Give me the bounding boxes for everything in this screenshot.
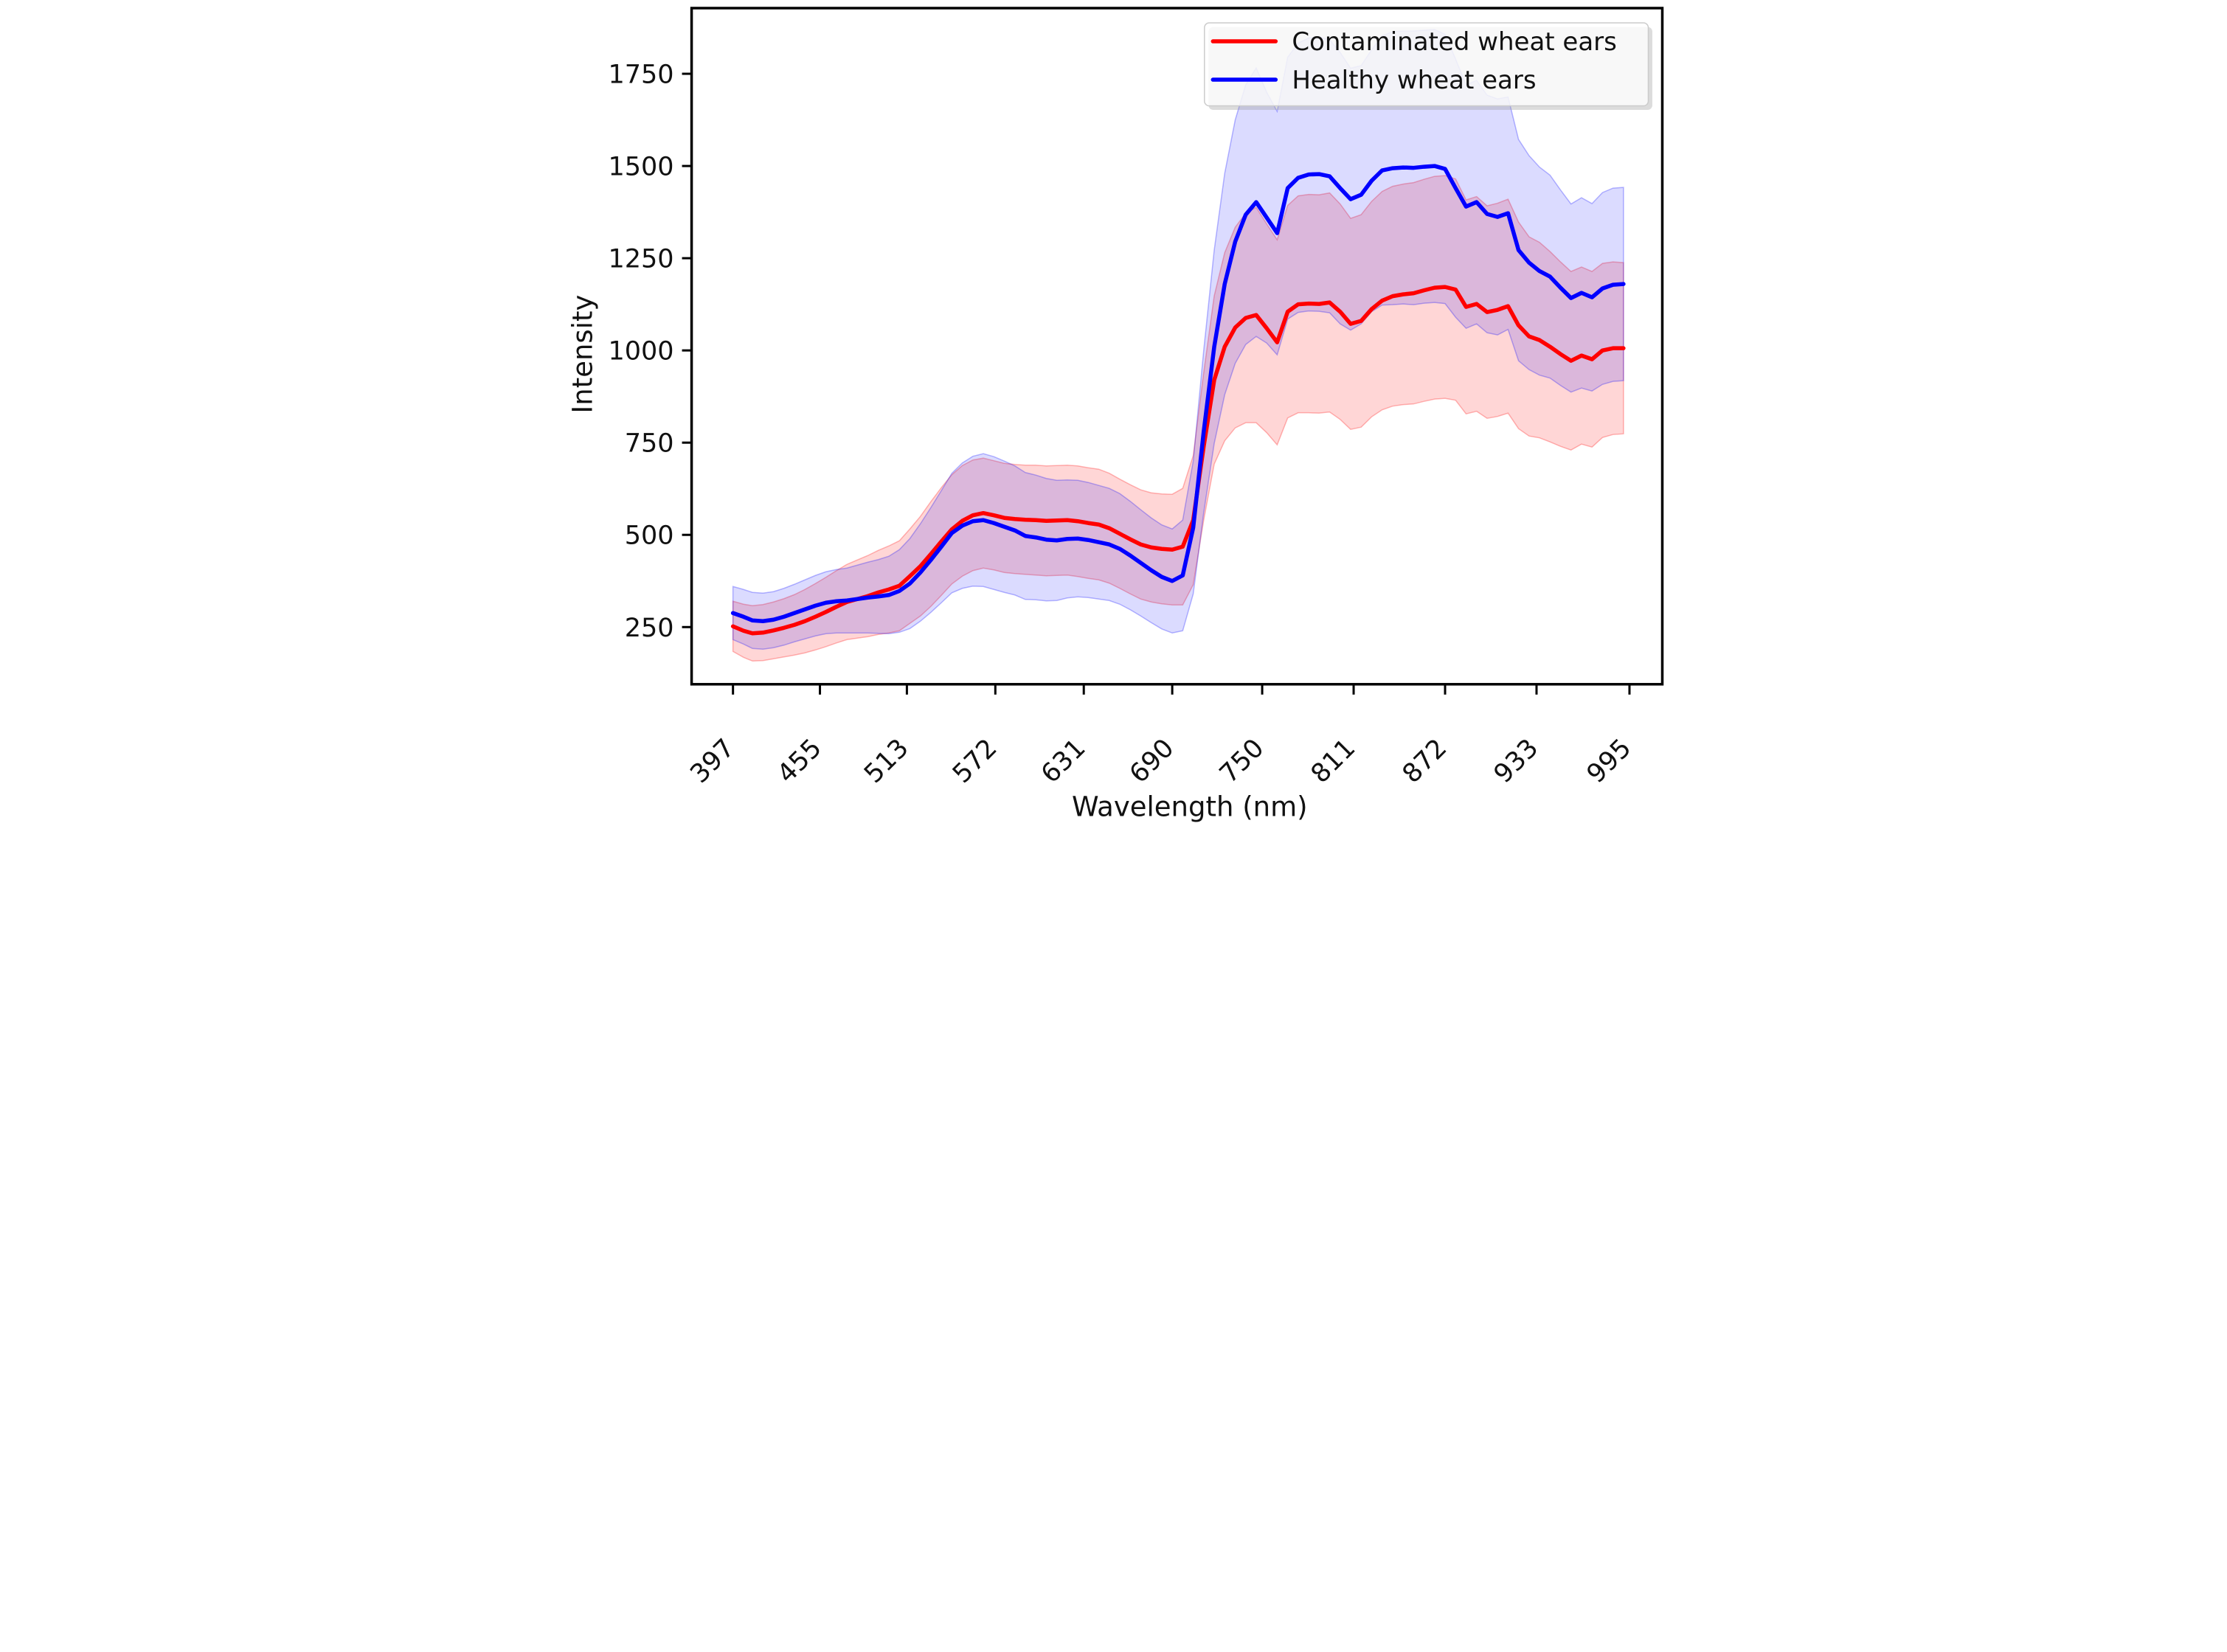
x-tick-label: 631 [1036, 733, 1092, 789]
y-tick-label: 1500 [608, 153, 673, 182]
x-tick-label: 397 [685, 733, 741, 789]
axes-spines [690, 7, 1663, 686]
healthy-wheat-ears-band [732, 29, 1624, 650]
figure: 250 500 750 1000 1250 1500 1750 397 455 513 572 631… [557, 0, 1671, 826]
legend-label-healthy: Healthy wheat ears [1292, 66, 1536, 95]
plot-area: 250 500 750 1000 1250 1500 1750 397 455 513 572 631… [608, 7, 1663, 789]
x-tick-label: 455 [772, 733, 828, 789]
x-tick-label: 513 [859, 733, 915, 789]
x-tick-label: 933 [1488, 733, 1544, 789]
legend-label-contaminated: Contaminated wheat ears [1292, 27, 1617, 57]
x-tick-label: 995 [1581, 733, 1637, 789]
y-tick-label: 1250 [608, 245, 673, 274]
x-axis-title: Wavelength (nm) [1071, 791, 1307, 822]
legend-frame [1203, 22, 1649, 107]
healthy-wheat-ears-line [730, 164, 1626, 624]
contaminated-wheat-ears-band [732, 175, 1624, 662]
x-tick-label: 872 [1396, 733, 1452, 789]
y-tick-label: 500 [624, 521, 673, 551]
x-tick-label: 750 [1213, 733, 1270, 789]
x-tick-label: 690 [1123, 733, 1180, 789]
y-tick-label: 250 [624, 614, 673, 643]
y-tick-label: 1750 [608, 60, 673, 90]
y-tick-label: 1000 [608, 337, 673, 367]
spectral-intensity-chart: 250 500 750 1000 1250 1500 1750 397 455 513 572 631… [567, 7, 1663, 822]
contaminated-wheat-ears-line [730, 285, 1626, 636]
y-tick-label: 750 [624, 429, 673, 459]
x-tick-label: 572 [947, 733, 1003, 789]
y-axis-title: Intensity [567, 295, 598, 414]
legend: Contaminated wheat ears Healthy wheat ea… [1203, 22, 1652, 111]
x-tick-label: 811 [1305, 733, 1361, 789]
